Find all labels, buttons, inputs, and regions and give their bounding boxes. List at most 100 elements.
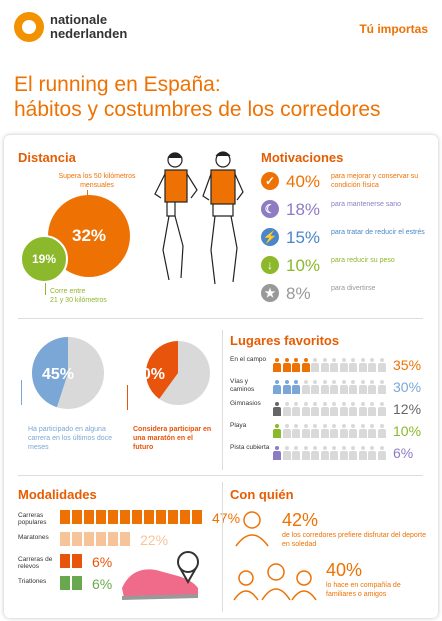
people-icons — [273, 424, 393, 438]
person-icon — [349, 446, 357, 460]
person-icon — [292, 358, 300, 372]
lugar-pct: 35% — [393, 357, 422, 373]
modalidad-label: Triatlones — [18, 578, 47, 585]
bar-segment — [72, 532, 82, 546]
person-icon — [273, 358, 281, 372]
carreras-pct1: 45% — [42, 366, 75, 383]
brand-logo[interactable]: nationale nederlanden — [14, 10, 164, 44]
modalidad-pct: 6% — [92, 576, 113, 592]
person-icon — [311, 446, 319, 460]
distancia-small-circle: 19% — [20, 235, 68, 283]
person-icon — [330, 424, 338, 438]
person-icon — [368, 380, 376, 394]
person-icon — [311, 380, 319, 394]
lugar-label: Playa — [230, 422, 247, 429]
person-icon — [330, 358, 338, 372]
person-icon — [320, 358, 329, 372]
bar-segment — [60, 510, 70, 524]
motivacion-text: para divertirse — [331, 285, 376, 292]
person-icon — [311, 424, 319, 438]
shoe-illustration — [122, 551, 199, 600]
lugar-pct: 12% — [393, 401, 422, 417]
bar-segment — [108, 532, 118, 546]
distancia-title: Distancia — [18, 150, 76, 165]
person-icon — [349, 402, 357, 416]
modalidad-bars — [60, 532, 130, 546]
star-icon: ★ — [261, 284, 279, 302]
brand-name-line2: nederlanden — [50, 26, 128, 41]
title-line2: hábitos y costumbres de los corredores — [14, 98, 381, 121]
lugar-item: Gimnasios 12% — [230, 400, 430, 420]
brand-name-line1: nationale — [50, 12, 108, 27]
pie-slice-2 — [146, 341, 178, 399]
bar-segment — [192, 510, 202, 524]
bar-segment — [144, 510, 154, 524]
person-icon — [282, 446, 291, 460]
person-icon — [377, 358, 386, 372]
lugar-item: Vías y caminos 30% — [230, 378, 430, 398]
bar-segment — [96, 510, 106, 524]
person-icon — [301, 380, 310, 394]
person-icon — [349, 358, 357, 372]
people-icons — [273, 380, 393, 394]
modalidad-bars — [60, 510, 202, 524]
motivacion-pct: 15% — [286, 228, 321, 247]
motivacion-text: para mantenerse sano — [331, 201, 402, 208]
modalidad-bars — [60, 554, 82, 568]
person-icon — [339, 424, 348, 438]
motivacion-text: para tratar de reducir el estrés — [331, 229, 425, 236]
modalidad-label: Carreras de relevos — [18, 556, 53, 570]
lightning-icon: ⚡ — [261, 228, 279, 246]
person-icon — [377, 402, 386, 416]
title-line1: El running en España: — [14, 73, 221, 96]
bar-segment — [132, 510, 142, 524]
lugar-pct: 30% — [393, 379, 422, 395]
modalidad-pct: 22% — [140, 532, 169, 548]
distancia-small-label: Corre entre 21 y 30 kilómetros — [50, 287, 160, 305]
bar-segment — [60, 532, 70, 546]
pie-slice-1 — [32, 337, 68, 408]
bar-segment — [120, 510, 130, 524]
bar-segment — [156, 510, 166, 524]
person-icon — [339, 402, 348, 416]
person-icon — [320, 424, 329, 438]
bar-segment — [108, 510, 118, 524]
person-icon — [358, 446, 367, 460]
person-icon — [311, 402, 319, 416]
modalidades-title: Modalidades — [18, 487, 97, 502]
motivacion-pct: 40% — [286, 172, 321, 191]
bar-segment — [60, 576, 70, 590]
divider — [18, 318, 423, 319]
person-icon — [368, 446, 376, 460]
motivaciones-title: Motivaciones — [261, 150, 344, 165]
person-icon — [377, 446, 386, 460]
bar-segment — [72, 510, 82, 524]
person-icon — [339, 446, 348, 460]
tagline: Tú importas — [359, 22, 428, 36]
lugar-label: Pista cubierta — [230, 444, 270, 451]
person-icon — [358, 358, 367, 372]
bar-segment — [84, 532, 94, 546]
runners-illustration — [154, 151, 244, 285]
person-icon — [292, 424, 300, 438]
person-icon — [330, 380, 338, 394]
person-icon — [301, 358, 310, 372]
distancia-big-label: Supera los 50 kilómetros mensuales — [58, 173, 136, 189]
moon-icon: ☾ — [261, 200, 279, 218]
person-icon — [368, 424, 376, 438]
divider-vertical — [222, 330, 223, 470]
modalidad-item: Carreras populares 47% — [18, 510, 240, 526]
modalidad-pct: 6% — [92, 554, 113, 570]
lugar-label: En el campo — [230, 356, 267, 363]
modalidad-item: Carreras de relevos 6% — [18, 554, 218, 570]
people-icons — [273, 446, 393, 460]
person-icon — [320, 402, 329, 416]
motivacion-text: para reducir su peso — [331, 257, 395, 264]
person-icon — [273, 380, 281, 394]
divider-vertical — [222, 482, 223, 612]
people-icons — [273, 402, 393, 416]
motivacion-item: ★ 8% para divertirse — [261, 282, 431, 304]
person-icon — [301, 446, 310, 460]
person-icon — [282, 358, 291, 372]
lugar-item: Playa 10% — [230, 422, 430, 442]
